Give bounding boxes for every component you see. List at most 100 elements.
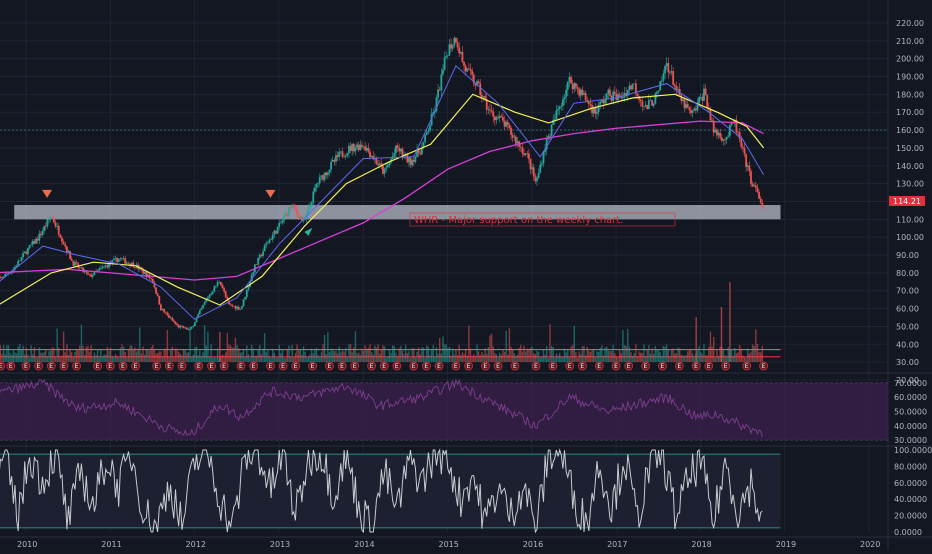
earnings-label: E: [239, 363, 243, 370]
candle-body: [467, 68, 470, 70]
candle-body: [670, 71, 673, 73]
candle-body: [562, 99, 564, 106]
volume-bar: [302, 346, 305, 362]
volume-bar: [268, 355, 271, 362]
volume-bar: [207, 331, 209, 362]
volume-bar: [659, 352, 661, 362]
candle-body: [730, 122, 733, 126]
volume-bar: [199, 350, 201, 362]
candle-body: [597, 104, 600, 113]
earnings-label: E: [294, 363, 298, 370]
volume-bar: [41, 353, 44, 362]
earnings-circle: [325, 361, 334, 371]
volume-bar: [74, 351, 76, 362]
rsi-tick-label: 70.0000: [894, 379, 927, 388]
candle-body: [283, 216, 285, 221]
volume-bar: [562, 356, 564, 362]
candle-body: [652, 103, 655, 106]
volume-bar: [589, 351, 592, 362]
price-tick-label: 200.00: [896, 55, 924, 64]
candle-body: [609, 89, 611, 96]
volume-bar: [156, 353, 159, 362]
candle-body: [680, 94, 683, 101]
price-tick-label: 170.00: [896, 108, 924, 117]
volume-bar: [87, 345, 89, 362]
volume-bar: [82, 345, 84, 362]
candle-body: [479, 83, 482, 96]
candle-body: [200, 308, 203, 311]
candle-body: [532, 167, 535, 177]
volume-bar: [542, 349, 545, 362]
volume-bar: [11, 354, 13, 362]
volume-bar: [272, 348, 274, 362]
candle-body: [395, 145, 397, 154]
volume-bar: [168, 356, 170, 362]
volume-bar: [1, 353, 3, 362]
volume-bar: [75, 349, 78, 362]
volume-bar: [709, 331, 712, 362]
volume-bar: [476, 344, 478, 362]
volume-bar: [497, 357, 499, 362]
volume-bar: [601, 345, 603, 362]
volume-bar: [192, 354, 195, 362]
candle-body: [537, 172, 540, 178]
candle-body: [458, 47, 461, 54]
volume-bar: [83, 355, 86, 362]
volume-bar: [531, 346, 533, 362]
candle-body: [275, 230, 277, 234]
volume-bar: [586, 346, 588, 362]
candle-body: [88, 274, 91, 275]
candle-body: [643, 106, 645, 107]
volume-bar: [393, 346, 396, 362]
volume-bar: [631, 355, 634, 362]
volume-bar: [263, 333, 266, 362]
candle-body: [455, 38, 457, 43]
volume-bar: [747, 348, 749, 362]
candle-body: [647, 100, 650, 110]
volume-bar: [116, 356, 118, 362]
volume-bar: [293, 357, 295, 362]
volume-bar: [722, 348, 725, 362]
candle-body: [328, 169, 331, 173]
earnings-circle: [207, 361, 216, 371]
volume-bar: [698, 345, 700, 362]
candle-body: [171, 317, 174, 321]
candle-body: [544, 149, 546, 152]
volume-bar: [161, 356, 164, 362]
volume-bar: [299, 349, 301, 362]
price-tick-label: 80.00: [896, 269, 919, 278]
candle-body: [176, 323, 178, 326]
candle-body: [542, 151, 545, 164]
earnings-circle: [177, 361, 187, 371]
volume-bar: [450, 355, 452, 362]
volume-bar: [236, 345, 238, 362]
volume-bar: [605, 346, 608, 362]
time-tick-label: 2013: [270, 540, 290, 549]
candle-body: [336, 155, 339, 157]
candle-body: [114, 258, 117, 259]
volume-bar: [338, 346, 340, 362]
candle-body: [278, 222, 281, 228]
candle-body: [83, 271, 86, 273]
volume-spike: [219, 332, 221, 362]
candle-body: [373, 158, 376, 160]
price-tick-label: 190.00: [896, 72, 924, 81]
candle-body: [558, 106, 561, 109]
candle-body: [500, 115, 503, 118]
price-tag-label: 114.21: [893, 197, 921, 206]
volume-bar: [148, 350, 151, 362]
earnings-circle: [493, 361, 503, 371]
volume-bar: [761, 345, 764, 362]
candle-body: [717, 132, 720, 136]
earnings-label: E: [534, 363, 538, 370]
volume-bar: [28, 357, 31, 362]
candle-body: [9, 273, 12, 274]
earnings-label: E: [580, 363, 584, 370]
volume-bar: [223, 355, 225, 362]
volume-bar: [273, 352, 276, 362]
candle-body: [33, 240, 36, 244]
candle-body: [589, 103, 592, 106]
volume-bar: [404, 344, 407, 362]
candle-body: [722, 139, 725, 141]
candle-body: [325, 172, 328, 176]
